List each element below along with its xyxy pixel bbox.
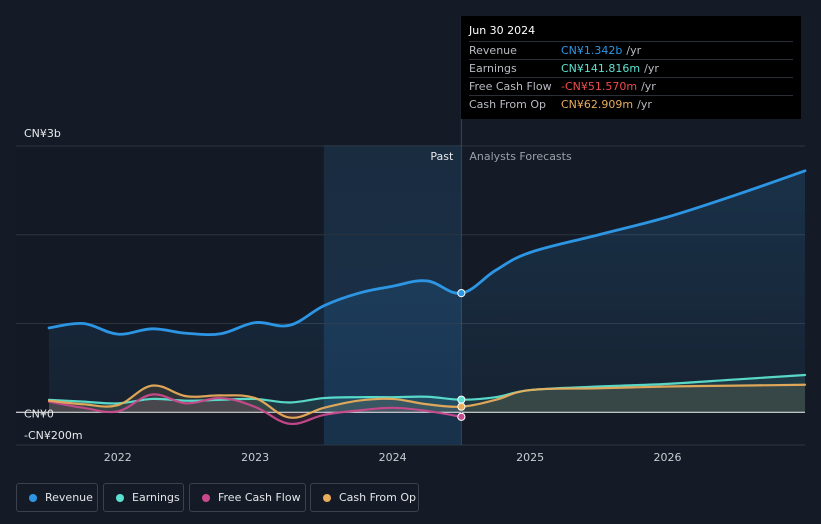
legend-label: Cash From Op (339, 491, 417, 504)
legend-label: Earnings (132, 491, 180, 504)
legend-item-cash-from-op[interactable]: Cash From Op (310, 483, 419, 512)
tooltip-label: Earnings (469, 62, 517, 75)
legend-label: Revenue (45, 491, 93, 504)
tooltip-value: CN¥141.816m (561, 62, 641, 75)
tooltip-label: Free Cash Flow (469, 80, 552, 93)
y-tick-label: CN¥0 (24, 407, 54, 420)
x-tick-label: 2022 (104, 451, 132, 464)
cash-from-op-area (49, 384, 805, 418)
x-tick-label: 2025 (516, 451, 544, 464)
tooltip-unit: /yr (637, 98, 652, 111)
tooltip-row-earnings: Earnings CN¥141.816m /yr (469, 59, 793, 77)
x-tick-label: 2024 (379, 451, 407, 464)
tooltip-unit: /yr (641, 80, 656, 93)
legend-dot-icon (116, 493, 124, 502)
cash-from-op-marker (457, 402, 466, 411)
free-cash-flow-area (49, 394, 462, 424)
y-tick-label: CN¥3b (24, 127, 61, 140)
free-cash-flow-line (47, 393, 463, 426)
revenue-marker (457, 289, 466, 298)
free-cash-flow-marker (457, 412, 466, 421)
tooltip-row-cash-from-op: Cash From Op CN¥62.909m /yr (469, 95, 793, 113)
past-label: Past (430, 150, 454, 163)
tooltip-panel: Jun 30 2024 Revenue CN¥1.342b /yr Earnin… (461, 16, 801, 119)
legend-dot-icon (202, 493, 210, 502)
cash-from-op-line (47, 383, 807, 419)
tooltip-value: CN¥1.342b (561, 44, 623, 57)
tooltip-date: Jun 30 2024 (469, 24, 536, 37)
revenue-line (47, 169, 807, 337)
x-tick-label: 2026 (654, 451, 682, 464)
tooltip-row-free-cash-flow: Free Cash Flow -CN¥51.570m /yr (469, 77, 793, 95)
legend-dot-icon (29, 493, 37, 502)
tooltip-value: CN¥62.909m (561, 98, 634, 111)
y-tick-label: -CN¥200m (24, 429, 83, 442)
tooltip-value: -CN¥51.570m (561, 80, 638, 93)
earnings-line (47, 373, 807, 405)
legend-item-revenue[interactable]: Revenue (16, 483, 98, 512)
forecast-label: Analysts Forecasts (469, 150, 572, 163)
legend-label: Free Cash Flow (218, 491, 301, 504)
legend-dot-icon (323, 493, 331, 502)
x-tick-label: 2023 (241, 451, 269, 464)
tooltip-unit: /yr (644, 62, 659, 75)
legend-item-free-cash-flow[interactable]: Free Cash Flow (189, 483, 306, 512)
tooltip-label: Cash From Op (469, 98, 547, 111)
tooltip-label: Revenue (469, 44, 517, 57)
earnings-marker (457, 395, 466, 404)
tooltip-row-revenue: Revenue CN¥1.342b /yr (469, 41, 793, 59)
tooltip-unit: /yr (626, 44, 642, 57)
earnings-area (49, 374, 805, 413)
legend-item-earnings[interactable]: Earnings (103, 483, 184, 512)
